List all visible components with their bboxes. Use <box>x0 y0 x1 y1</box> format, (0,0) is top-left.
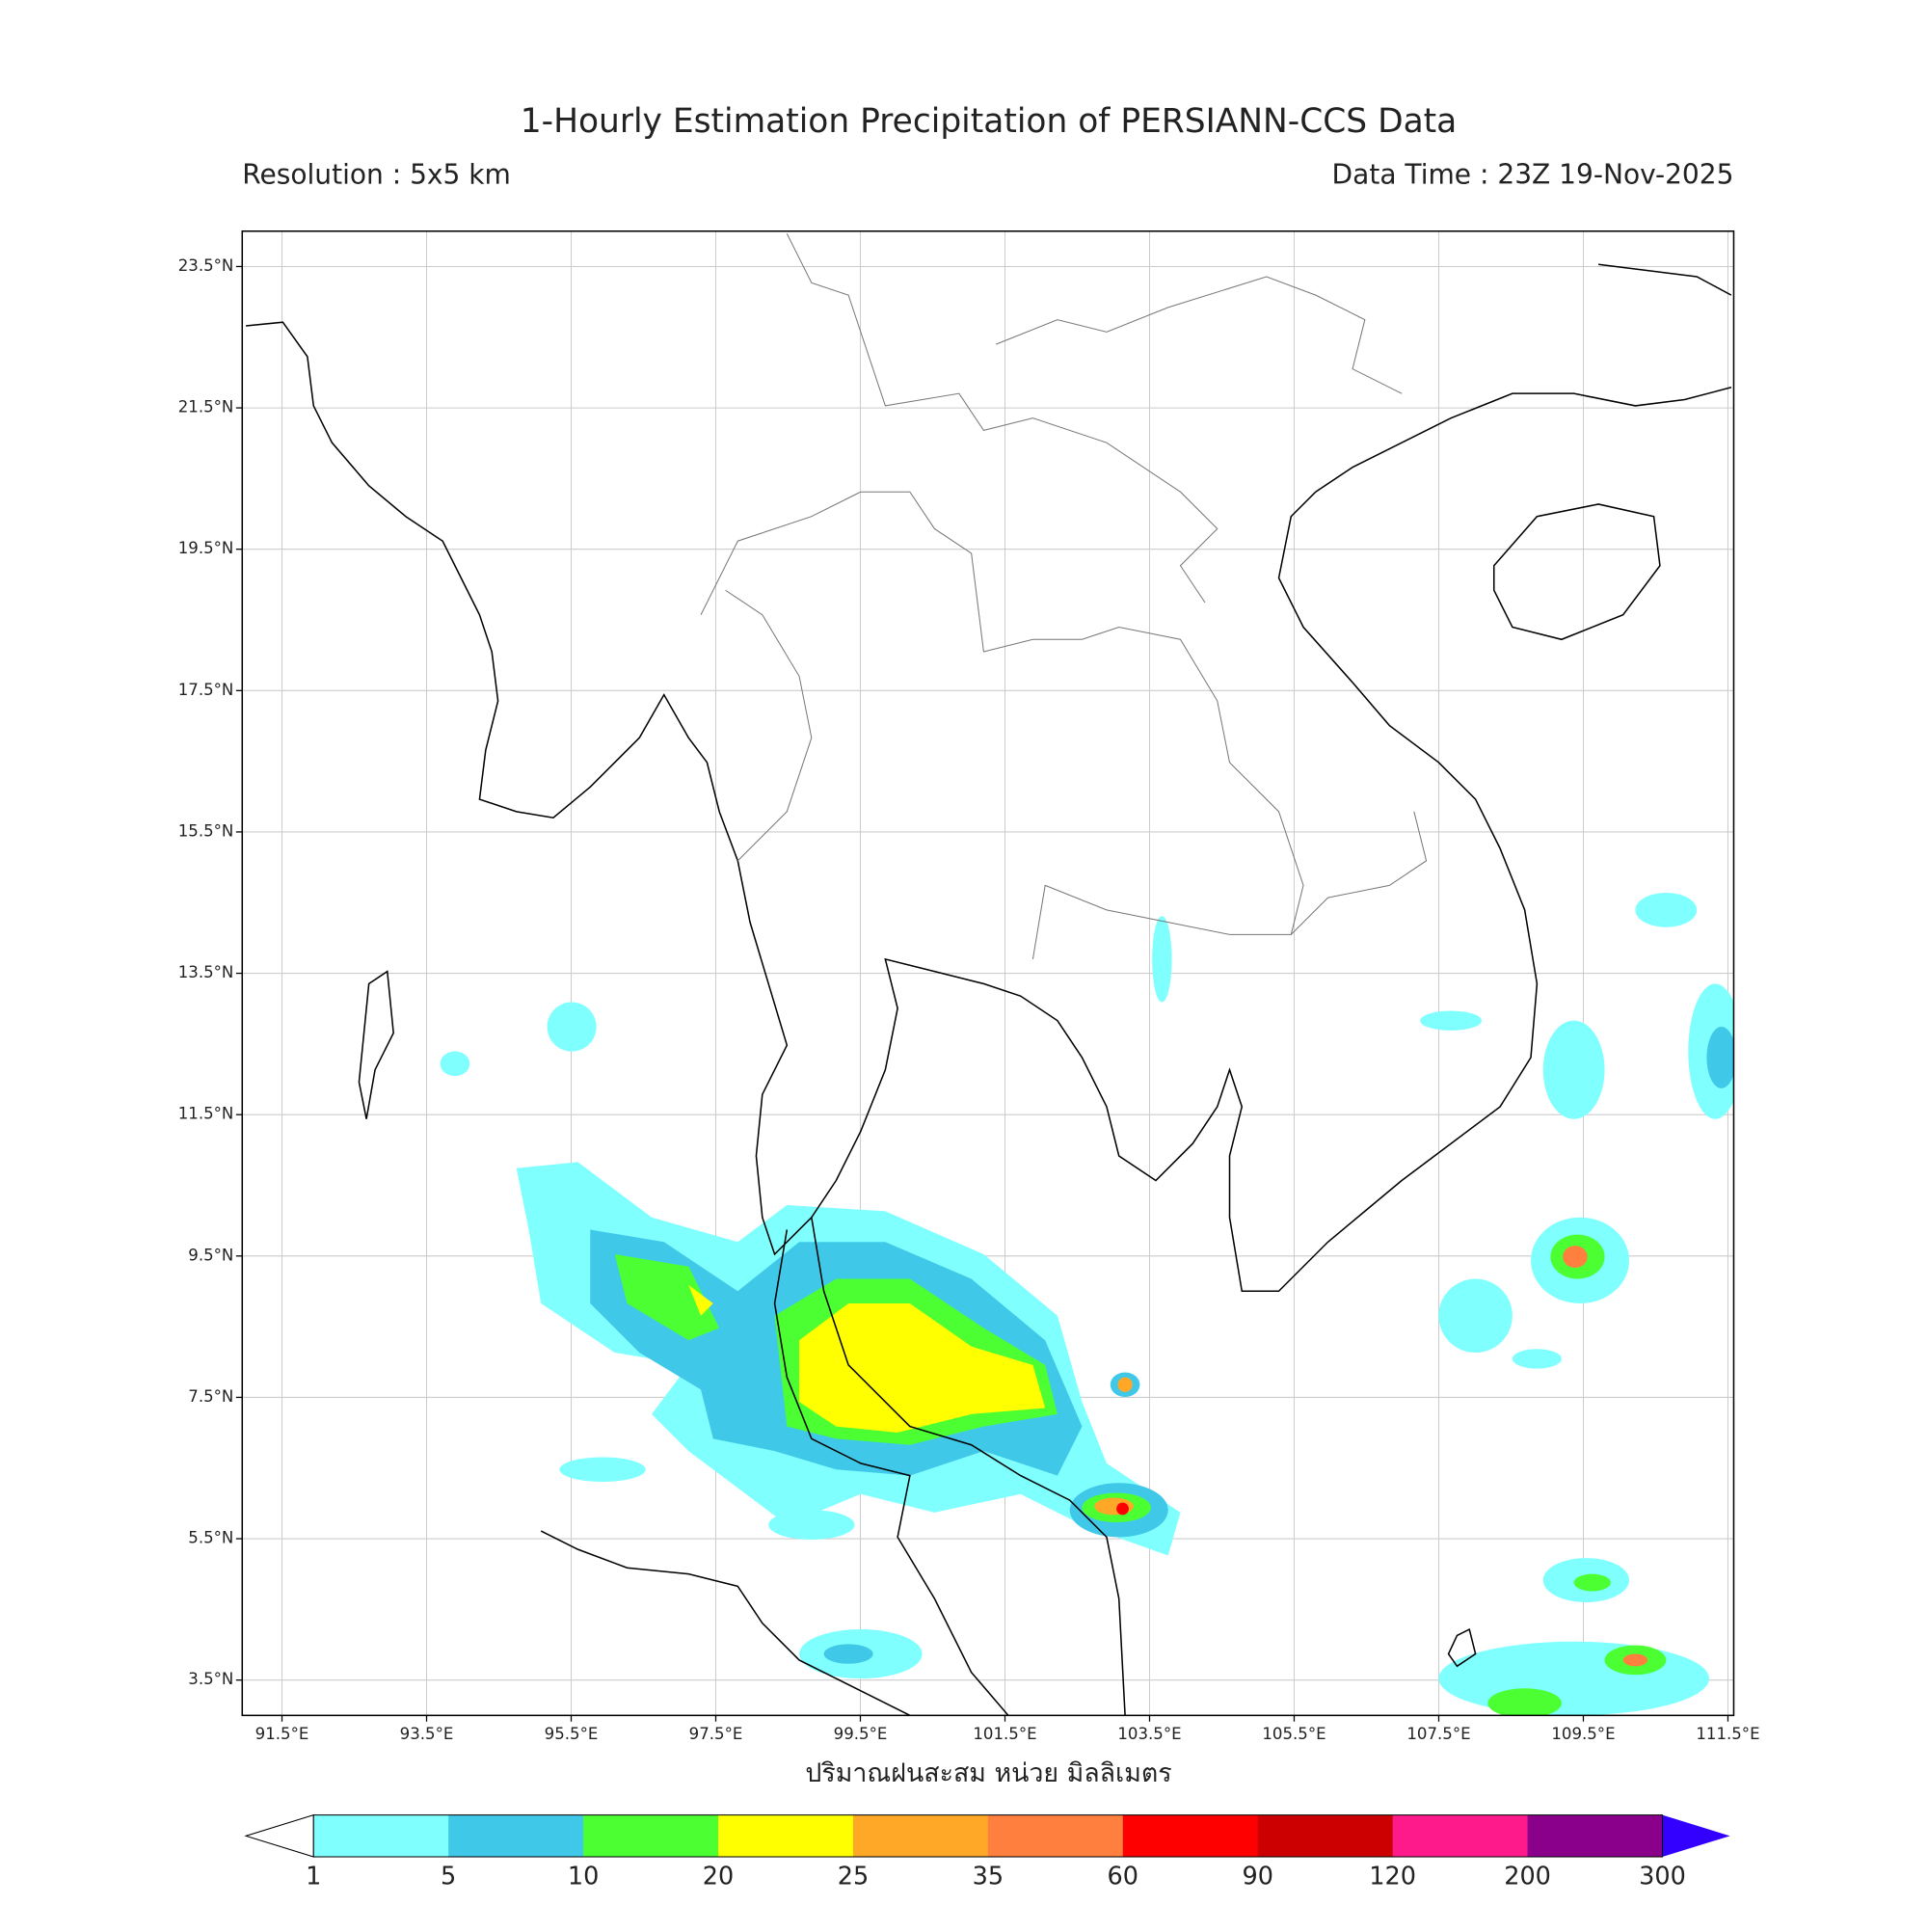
colorbar-tick-label: 1 <box>306 1863 321 1892</box>
x-tick-label: 95.5°E <box>545 1725 599 1743</box>
colorbar-over <box>1662 1814 1730 1858</box>
colorbar-segment <box>313 1814 449 1858</box>
colorbar-segment <box>1392 1814 1529 1858</box>
precipitation <box>440 893 1734 1716</box>
y-tick-label: 13.5°N <box>178 963 234 981</box>
colorbar-segment <box>583 1814 719 1858</box>
title: 1-Hourly Estimation Precipitation of PER… <box>521 102 1458 141</box>
y-tick-label: 9.5°N <box>188 1246 233 1264</box>
coastlines <box>246 263 1732 1716</box>
y-tick-label: 21.5°N <box>178 398 234 416</box>
colorbar-tick-label: 90 <box>1242 1863 1272 1892</box>
resolution: Resolution : 5x5 km <box>242 158 511 190</box>
colorbar-segment <box>1122 1814 1259 1858</box>
y-tick-label: 7.5°N <box>188 1387 233 1406</box>
y-tick-label: 23.5°N <box>178 256 234 275</box>
colorbar-tick-label: 300 <box>1639 1863 1686 1892</box>
x-tick-label: 103.5°E <box>1117 1725 1181 1743</box>
colorbar-segment <box>448 1814 584 1858</box>
x-tick-label: 105.5°E <box>1262 1725 1326 1743</box>
x-tick-label: 109.5°E <box>1551 1725 1615 1743</box>
colorbar-frame <box>312 1814 1663 1858</box>
colorbar-tick-label: 120 <box>1369 1863 1416 1892</box>
y-tick-label: 5.5°N <box>188 1529 233 1547</box>
colorbar-segment <box>1527 1814 1664 1858</box>
x-tick-label: 99.5°E <box>834 1725 888 1743</box>
colorbar-segment <box>1257 1814 1394 1858</box>
x-tick-label: 93.5°E <box>400 1725 454 1743</box>
y-tick-label: 3.5°N <box>188 1670 233 1688</box>
borders <box>700 233 1428 959</box>
colorbar-tick-label: 35 <box>973 1863 1004 1892</box>
x-tick-label: 101.5°E <box>973 1725 1036 1743</box>
data-time: Data Time : 23Z 19-Nov-2025 <box>1332 158 1734 190</box>
colorbar-tick-label: 10 <box>568 1863 599 1892</box>
x-tick-label: 107.5°E <box>1406 1725 1470 1743</box>
colorbar-segment <box>718 1814 854 1858</box>
y-tick-label: 17.5°N <box>178 681 234 699</box>
colorbar-tick-label: 5 <box>441 1863 456 1892</box>
colorbar-tick-label: 20 <box>703 1863 734 1892</box>
colorbar-tick-label: 60 <box>1108 1863 1138 1892</box>
y-tick-label: 15.5°N <box>178 821 234 840</box>
x-tick-label: 111.5°E <box>1696 1725 1759 1743</box>
x-tick-label: 97.5°E <box>689 1725 743 1743</box>
x-tick-label: 91.5°E <box>255 1725 309 1743</box>
y-tick-label: 19.5°N <box>178 539 234 557</box>
colorbar-under <box>244 1813 314 1858</box>
x-axis-label: ปริมาณฝนสะสม หน่วย มิลลิเมตร <box>805 1758 1171 1788</box>
y-tick-label: 11.5°N <box>178 1105 234 1123</box>
map <box>242 230 1734 1716</box>
colorbar-segment <box>987 1814 1124 1858</box>
colorbar-tick-label: 200 <box>1504 1863 1551 1892</box>
colorbar-segment <box>852 1814 989 1858</box>
colorbar-tick-label: 25 <box>838 1863 869 1892</box>
